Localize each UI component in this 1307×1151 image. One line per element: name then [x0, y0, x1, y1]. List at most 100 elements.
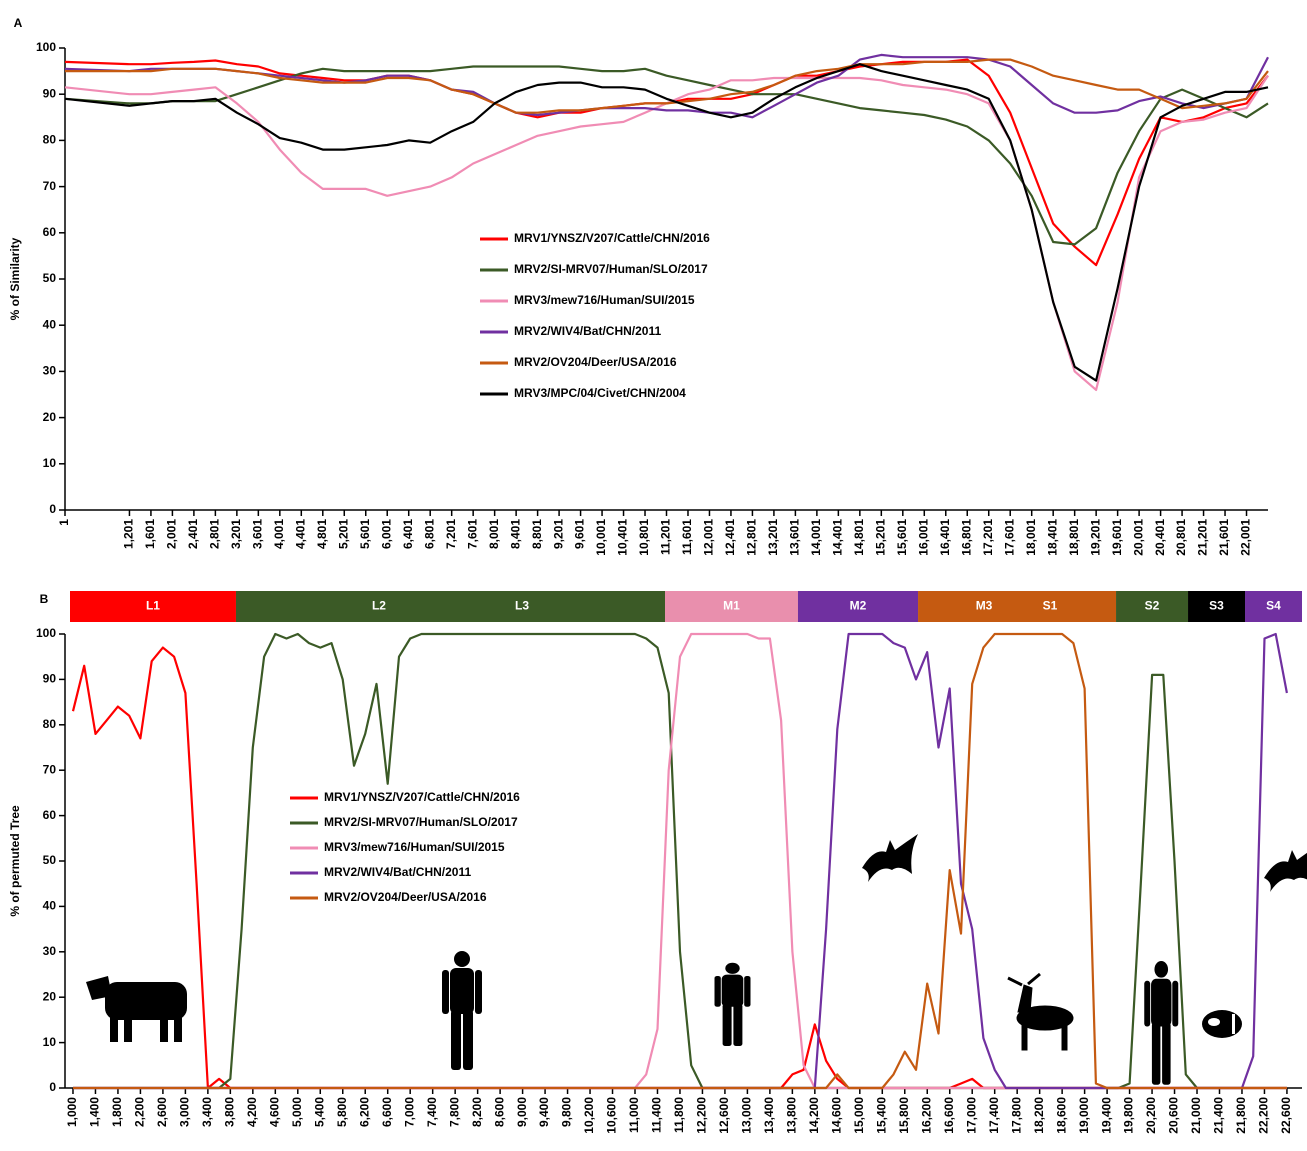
x-tick-label: 1,201: [122, 519, 136, 549]
y-tick-label: 10: [43, 1035, 57, 1049]
x-tick-label: 18,801: [1067, 519, 1081, 556]
y-tick-label: 40: [43, 899, 57, 913]
series-line: [73, 632, 1287, 1090]
x-tick-label: 7,601: [465, 519, 479, 549]
x-tick-label: 21,601: [1217, 519, 1231, 556]
series-line: [73, 632, 1288, 1090]
cattle-icon: [86, 976, 187, 1042]
x-tick-label: 5,201: [336, 519, 350, 549]
series-line: [65, 58, 1269, 114]
x-tick-label: 20,801: [1174, 519, 1188, 556]
genome-segment: [1245, 591, 1302, 622]
y-axis-label: % of Similarity: [8, 237, 22, 320]
bat-icon: [1264, 844, 1307, 892]
x-tick-label: 3,000: [178, 1097, 192, 1127]
x-tick-label: 11,800: [672, 1097, 686, 1133]
x-tick-label: 11,400: [650, 1097, 664, 1133]
x-tick-label: 15,400: [874, 1097, 888, 1134]
series-line: [64, 58, 1269, 267]
series-line: [64, 65, 1269, 246]
x-tick-label: 12,401: [723, 519, 737, 556]
y-tick-label: 90: [43, 672, 57, 686]
x-tick-label: 7,800: [447, 1097, 461, 1127]
x-tick-label: 14,001: [809, 519, 823, 556]
y-tick-label: 10: [43, 456, 57, 470]
x-tick-label: 12,001: [702, 519, 716, 556]
x-tick-label: 11,000: [627, 1097, 641, 1133]
x-tick-label: 5,601: [358, 519, 372, 549]
x-tick-label: 17,601: [1002, 519, 1016, 556]
x-tick-label: 13,000: [740, 1097, 754, 1134]
segment-label: M1: [723, 599, 740, 613]
segment-label: L1: [146, 599, 160, 613]
x-tick-label: 9,601: [573, 519, 587, 549]
x-tick-label: 19,000: [1077, 1097, 1091, 1134]
x-tick-label: 22,200: [1257, 1097, 1271, 1134]
genome-segment: [1116, 591, 1189, 622]
x-tick-label: 4,801: [315, 519, 329, 549]
y-tick-label: 80: [43, 717, 57, 731]
panel-label: A: [14, 16, 23, 30]
x-tick-label: 1,800: [110, 1097, 124, 1127]
x-tick-label: 20,600: [1167, 1097, 1181, 1134]
y-tick-label: 30: [43, 364, 57, 378]
deer-icon: [1007, 972, 1074, 1051]
x-tick-label: 15,201: [873, 519, 887, 556]
y-tick-label: 20: [43, 989, 57, 1003]
x-tick-label: 13,201: [766, 519, 780, 556]
x-tick-label: 16,001: [916, 519, 930, 556]
legend-label: MRV1/YNSZ/V207/Cattle/CHN/2016: [324, 790, 520, 804]
y-tick-label: 0: [49, 502, 56, 516]
segment-label: S3: [1209, 599, 1224, 613]
y-tick-label: 60: [43, 225, 57, 239]
x-tick-label: 10,001: [594, 519, 608, 556]
legend-label: MRV2/SI-MRV07/Human/SLO/2017: [324, 815, 518, 829]
x-tick-label: 11,201: [659, 519, 673, 555]
x-tick-label: 2,401: [186, 519, 200, 549]
segment-label: L3: [515, 599, 529, 613]
x-tick-label: 7,201: [444, 519, 458, 549]
series-line: [64, 75, 1269, 391]
genome-segment: [235, 591, 666, 622]
series-line: [71, 646, 1287, 1090]
x-tick-label: 5,800: [335, 1097, 349, 1127]
y-axis-label: % of permuted Tree: [8, 805, 22, 917]
legend-label: MRV2/OV204/Deer/USA/2016: [514, 355, 677, 369]
series-line: [64, 63, 1269, 382]
x-tick-label: 13,800: [785, 1097, 799, 1134]
x-tick-label: 17,800: [1009, 1097, 1023, 1134]
x-tick-label: 10,401: [616, 519, 630, 556]
segment-label: M3: [976, 599, 993, 613]
y-tick-label: 20: [43, 410, 57, 424]
x-tick-label: 6,600: [380, 1097, 394, 1127]
legend-label: MRV1/YNSZ/V207/Cattle/CHN/2016: [514, 231, 710, 245]
x-tick-label: 5,000: [290, 1097, 304, 1127]
x-tick-label: 2,200: [133, 1097, 147, 1127]
x-tick-label: 6,200: [357, 1097, 371, 1127]
segment-label: L2: [372, 599, 386, 613]
x-tick-label: 20,001: [1131, 519, 1145, 556]
x-tick-label: 20,401: [1153, 519, 1167, 556]
x-tick-label: 14,200: [807, 1097, 821, 1134]
series-line: [64, 53, 1269, 119]
x-tick-label: 16,401: [938, 519, 952, 556]
x-tick-label: 19,601: [1110, 519, 1124, 556]
x-tick-label: 16,801: [959, 519, 973, 556]
genome-segment: [1188, 591, 1246, 622]
x-tick-label: 1,601: [143, 519, 157, 549]
legend-label: MRV3/mew716/Human/SUI/2015: [514, 293, 695, 307]
x-tick-label: 2,001: [165, 519, 179, 549]
x-tick-label: 9,800: [560, 1097, 574, 1127]
x-tick-label: 11,601: [680, 519, 694, 555]
x-tick-label: 9,000: [515, 1097, 529, 1127]
x-tick-label: 15,000: [852, 1097, 866, 1134]
x-tick-label: 17,000: [964, 1097, 978, 1134]
x-tick-label: 2,600: [155, 1097, 169, 1127]
x-tick-label: 14,600: [829, 1097, 843, 1134]
x-tick-label: 1: [57, 519, 71, 526]
y-tick-label: 100: [36, 626, 56, 640]
x-tick-label: 12,600: [717, 1097, 731, 1134]
raccoon-icon: [1202, 1010, 1242, 1038]
x-tick-label: 17,201: [981, 519, 995, 556]
